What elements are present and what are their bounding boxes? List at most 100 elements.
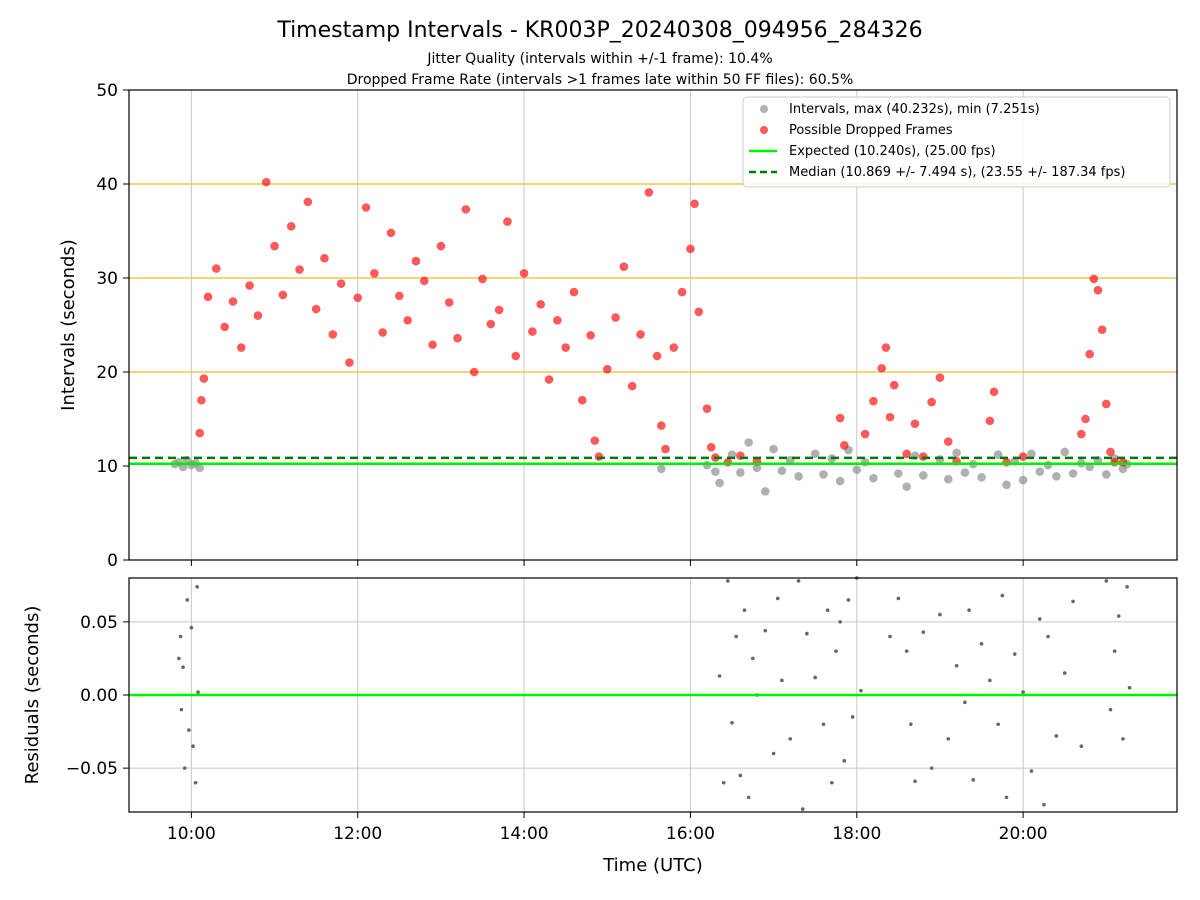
intervals-legend: Intervals, max (40.232s), min (7.251s) P… — [742, 96, 1171, 188]
dropped-frame-point — [320, 253, 329, 263]
dropped-frame-point — [723, 457, 733, 467]
residual-point — [913, 779, 917, 784]
dropped-frame-point — [197, 395, 206, 405]
residual-point — [775, 596, 780, 601]
residual-point — [938, 612, 942, 617]
dropped-frame-point — [1118, 457, 1128, 467]
residual-point — [193, 780, 198, 785]
intervals-ytick-label: 0 — [107, 551, 118, 571]
interval-point — [1018, 475, 1028, 485]
dropped-frame-point — [677, 287, 687, 297]
dropped-frame-point — [544, 375, 554, 384]
dropped-frame-point — [881, 343, 891, 352]
residual-point — [1000, 593, 1005, 598]
interval-point — [1027, 449, 1036, 459]
dropped-frame-point — [1085, 349, 1094, 359]
residual-point — [1013, 652, 1017, 656]
residuals-xtick-label: 18:00 — [832, 824, 881, 844]
interval-point — [977, 472, 986, 482]
dropped-frame-point — [278, 290, 288, 300]
residual-point — [1004, 795, 1009, 800]
dropped-frame-point — [536, 300, 546, 309]
dropped-frame-point — [478, 274, 487, 284]
legend-dropped-label: Possible Dropped Frames — [789, 123, 953, 138]
dropped-frame-point — [1106, 447, 1115, 457]
dropped-frame-point — [453, 333, 462, 343]
chart-subtitle-dropped: Dropped Frame Rate (intervals >1 frames … — [347, 72, 854, 88]
residuals-xtick-label: 12:00 — [333, 824, 382, 844]
dropped-frame-point — [386, 228, 396, 238]
dropped-frame-point — [657, 421, 666, 430]
interval-point — [736, 468, 745, 477]
residual-point — [1127, 685, 1132, 690]
interval-point — [919, 471, 928, 480]
residual-point — [182, 766, 187, 770]
dropped-frame-point — [586, 331, 595, 340]
dropped-frame-point — [270, 241, 279, 251]
intervals-plot-frame — [128, 89, 1178, 561]
dropped-frame-point — [245, 281, 254, 290]
residual-point — [1079, 744, 1084, 748]
dropped-frame-point — [494, 305, 504, 315]
dropped-frame-point — [561, 343, 570, 352]
interval-point — [1043, 460, 1053, 470]
interval-point — [943, 474, 953, 484]
dropped-frame-point — [428, 340, 437, 350]
interval-point — [1060, 447, 1070, 457]
residual-point — [730, 720, 734, 725]
residual-point — [888, 634, 892, 639]
dropped-frame-point — [336, 279, 346, 288]
interval-point — [711, 467, 720, 476]
dropped-frame-point — [519, 269, 529, 278]
intervals-ytick-label: 40 — [96, 175, 118, 195]
residual-point — [904, 649, 909, 653]
residual-point — [726, 579, 730, 583]
residual-point — [921, 630, 926, 634]
dropped-frame-point — [619, 262, 629, 272]
interval-point — [810, 449, 820, 459]
residual-point — [825, 608, 830, 612]
residual-point — [834, 649, 838, 653]
residual-point — [177, 656, 181, 661]
interval-point — [819, 470, 828, 479]
legend-dropped-marker — [760, 126, 768, 134]
residual-point — [189, 625, 194, 630]
interval-point — [195, 463, 204, 473]
interval-point — [657, 464, 666, 474]
dropped-frame-point — [1089, 274, 1099, 284]
residual-point — [1121, 737, 1125, 741]
residual-point — [1062, 671, 1067, 675]
dropped-frame-point — [636, 330, 645, 339]
dropped-frame-point — [590, 436, 600, 445]
dropped-frame-point — [885, 412, 895, 422]
residual-point — [1125, 584, 1129, 589]
dropped-frame-point — [403, 316, 412, 325]
intervals-ytick-label: 20 — [96, 363, 118, 383]
residual-point — [838, 620, 842, 624]
dropped-frame-point — [835, 413, 845, 423]
residual-point — [971, 778, 976, 782]
dropped-frame-point — [910, 419, 920, 429]
residual-point — [1046, 634, 1050, 639]
dropped-frame-point — [303, 197, 313, 207]
dropped-frame-point — [1097, 325, 1107, 335]
dropped-frame-point — [228, 297, 238, 306]
intervals-ylabel: Intervals (seconds) — [58, 239, 79, 411]
intervals-ytick-label: 30 — [96, 269, 118, 289]
dropped-frame-point — [686, 244, 695, 254]
dropped-frame-point — [1077, 429, 1086, 439]
dropped-frame-point — [935, 373, 945, 382]
residual-point — [191, 744, 195, 748]
dropped-frame-point — [311, 304, 321, 314]
dropped-frame-point — [361, 203, 371, 212]
residual-point — [1104, 579, 1109, 583]
dropped-frame-point — [989, 387, 999, 397]
dropped-frame-point — [444, 298, 454, 307]
residual-point — [929, 766, 934, 770]
residuals-ytick-label: −0.05 — [66, 759, 118, 779]
dropped-frame-point — [378, 328, 387, 337]
residual-point — [746, 795, 751, 800]
residual-point — [734, 634, 738, 639]
interval-point — [777, 466, 787, 476]
dropped-frame-point — [943, 437, 953, 446]
